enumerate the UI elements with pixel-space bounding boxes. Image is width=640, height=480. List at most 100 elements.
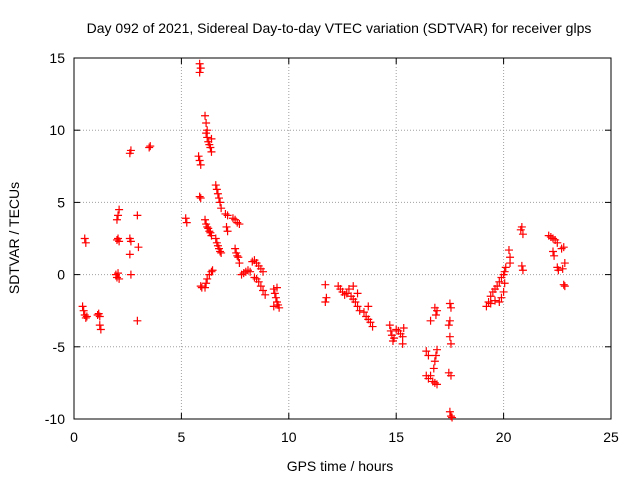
- data-point: [518, 266, 527, 275]
- data-point: [355, 306, 364, 315]
- data-point: [422, 347, 431, 356]
- data-point: [233, 251, 242, 260]
- y-tick-label: -10: [45, 411, 65, 427]
- data-point: [270, 289, 279, 298]
- data-point: [196, 282, 205, 291]
- data-point: [195, 192, 204, 201]
- x-tick-label: 25: [603, 429, 619, 445]
- data-point: [114, 269, 123, 278]
- data-point: [493, 282, 502, 291]
- data-point: [261, 290, 270, 299]
- data-point: [484, 298, 493, 307]
- data-point: [216, 198, 225, 207]
- data-point: [211, 181, 220, 190]
- data-point: [79, 306, 88, 315]
- data-point: [146, 142, 155, 151]
- data-point: [95, 312, 104, 321]
- data-point: [93, 311, 102, 320]
- data-point: [81, 238, 90, 247]
- data-point: [426, 316, 435, 325]
- data-point: [518, 230, 527, 239]
- chart-title: Day 092 of 2021, Sidereal Day-to-day VTE…: [87, 20, 592, 36]
- data-point: [446, 371, 455, 380]
- data-point: [558, 264, 567, 273]
- data-point: [486, 299, 495, 308]
- data-point: [254, 277, 263, 286]
- data-point: [223, 227, 232, 236]
- data-point: [445, 299, 454, 308]
- data-point: [246, 267, 255, 276]
- data-point: [321, 298, 330, 307]
- data-point: [181, 214, 190, 223]
- data-point: [202, 118, 211, 127]
- data-point: [321, 280, 330, 289]
- data-point: [553, 238, 562, 247]
- data-point: [207, 134, 216, 143]
- data-point: [433, 306, 442, 315]
- data-point: [506, 259, 515, 268]
- data-point: [222, 222, 231, 231]
- data-point: [491, 296, 500, 305]
- data-point: [196, 194, 205, 203]
- data-point: [322, 293, 331, 302]
- axis-ticks: 0 5 10 15 20 25 -10 -5 0 5 10 15: [45, 50, 619, 445]
- data-point: [353, 289, 362, 298]
- data-point: [203, 133, 212, 142]
- data-point: [386, 326, 395, 335]
- data-point: [256, 282, 265, 291]
- data-point: [398, 332, 407, 341]
- data-point: [353, 302, 362, 311]
- data-point: [202, 279, 211, 288]
- data-point: [433, 345, 442, 354]
- data-point: [517, 261, 526, 270]
- data-point: [202, 129, 211, 138]
- data-point: [500, 267, 509, 276]
- data-point: [390, 334, 399, 343]
- data-point: [275, 303, 284, 312]
- data-point: [271, 293, 280, 302]
- plot-area-border: [73, 57, 612, 420]
- data-point: [445, 332, 454, 341]
- data-point: [96, 325, 105, 334]
- data-point: [208, 266, 217, 275]
- data-point: [446, 303, 455, 312]
- data-point: [195, 156, 204, 165]
- data-point: [259, 267, 268, 276]
- grid: [74, 58, 611, 419]
- data-point: [231, 244, 240, 253]
- data-point: [392, 325, 401, 334]
- data-point: [385, 321, 394, 330]
- data-point: [145, 143, 154, 152]
- data-point: [445, 407, 454, 416]
- data-point: [211, 234, 220, 243]
- data-points: [78, 59, 569, 422]
- data-point: [207, 267, 216, 276]
- data-point: [269, 302, 278, 311]
- x-tick-label: 5: [178, 429, 186, 445]
- data-point: [359, 308, 368, 317]
- data-point: [78, 302, 87, 311]
- data-point: [500, 279, 509, 288]
- x-tick-label: 15: [388, 429, 404, 445]
- data-point: [235, 259, 244, 268]
- data-point: [112, 215, 121, 224]
- data-point: [366, 318, 375, 327]
- data-point: [95, 321, 104, 330]
- data-point: [446, 412, 455, 421]
- data-point: [550, 251, 559, 260]
- data-point: [195, 59, 204, 68]
- data-point: [349, 282, 358, 291]
- y-tick-label: 10: [49, 122, 65, 138]
- data-point: [206, 143, 215, 152]
- data-point: [217, 204, 226, 213]
- data-point: [114, 211, 123, 220]
- data-point: [559, 243, 568, 252]
- data-point: [495, 277, 504, 286]
- data-point: [80, 234, 89, 243]
- data-point: [399, 324, 408, 333]
- data-point: [207, 147, 216, 156]
- data-point: [196, 160, 205, 169]
- data-point: [201, 283, 210, 292]
- data-point: [398, 339, 407, 348]
- data-point: [115, 274, 124, 283]
